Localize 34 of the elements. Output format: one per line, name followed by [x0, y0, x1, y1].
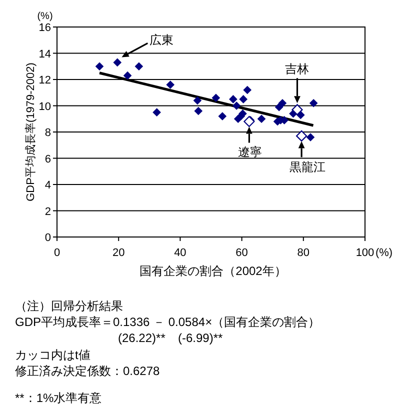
- x-tick-label: 80: [297, 247, 310, 259]
- y-tick-label: 8: [44, 127, 51, 139]
- x-tick-label: 100: [356, 247, 374, 259]
- text: (%): [375, 247, 393, 259]
- text: (%): [37, 11, 53, 22]
- y-axis-title: GDP平均成長率(1979-2002): [24, 62, 37, 202]
- y-tick-label: 12: [38, 74, 51, 86]
- y-tick-label: 16: [38, 22, 51, 34]
- y-tick-label: 10: [38, 100, 51, 113]
- x-tick-label: 0: [54, 247, 60, 259]
- text: GDP平均成長率＝0.1336 － 0.0584×（国有企業の割合）: [15, 315, 320, 329]
- text: 修正済み決定係数：0.6278: [15, 364, 160, 378]
- text: **：1%水準有意: [15, 391, 102, 405]
- annotation: 広東: [150, 33, 174, 48]
- y-tick-label: 2: [44, 206, 51, 218]
- annotation: 吉林: [285, 62, 310, 76]
- y-tick-label: 14: [38, 48, 51, 60]
- text: カッコ内はt値: [15, 348, 90, 362]
- annotation: 黒龍江: [290, 141, 326, 174]
- text: (-6.99)**: [178, 331, 224, 345]
- y-tick-label: 4: [44, 180, 51, 192]
- x-tick-label: 60: [236, 247, 248, 259]
- y-tick-label: 0: [44, 232, 51, 244]
- y-tick-label: 6: [44, 153, 51, 166]
- annotation: 黒龍江: [290, 160, 326, 174]
- x-tick-label: 20: [112, 247, 125, 259]
- x-axis-title: 国有企業の割合（2002年）: [140, 264, 286, 278]
- text: （注）回帰分析結果: [15, 299, 123, 313]
- text: (26.22)**: [118, 331, 166, 345]
- annotation: 吉林: [285, 62, 310, 104]
- annotation: 遼寧: [238, 126, 262, 159]
- annotation: 遼寧: [238, 144, 262, 159]
- x-tick-label: 40: [174, 247, 186, 259]
- annotation: 広東: [122, 33, 174, 58]
